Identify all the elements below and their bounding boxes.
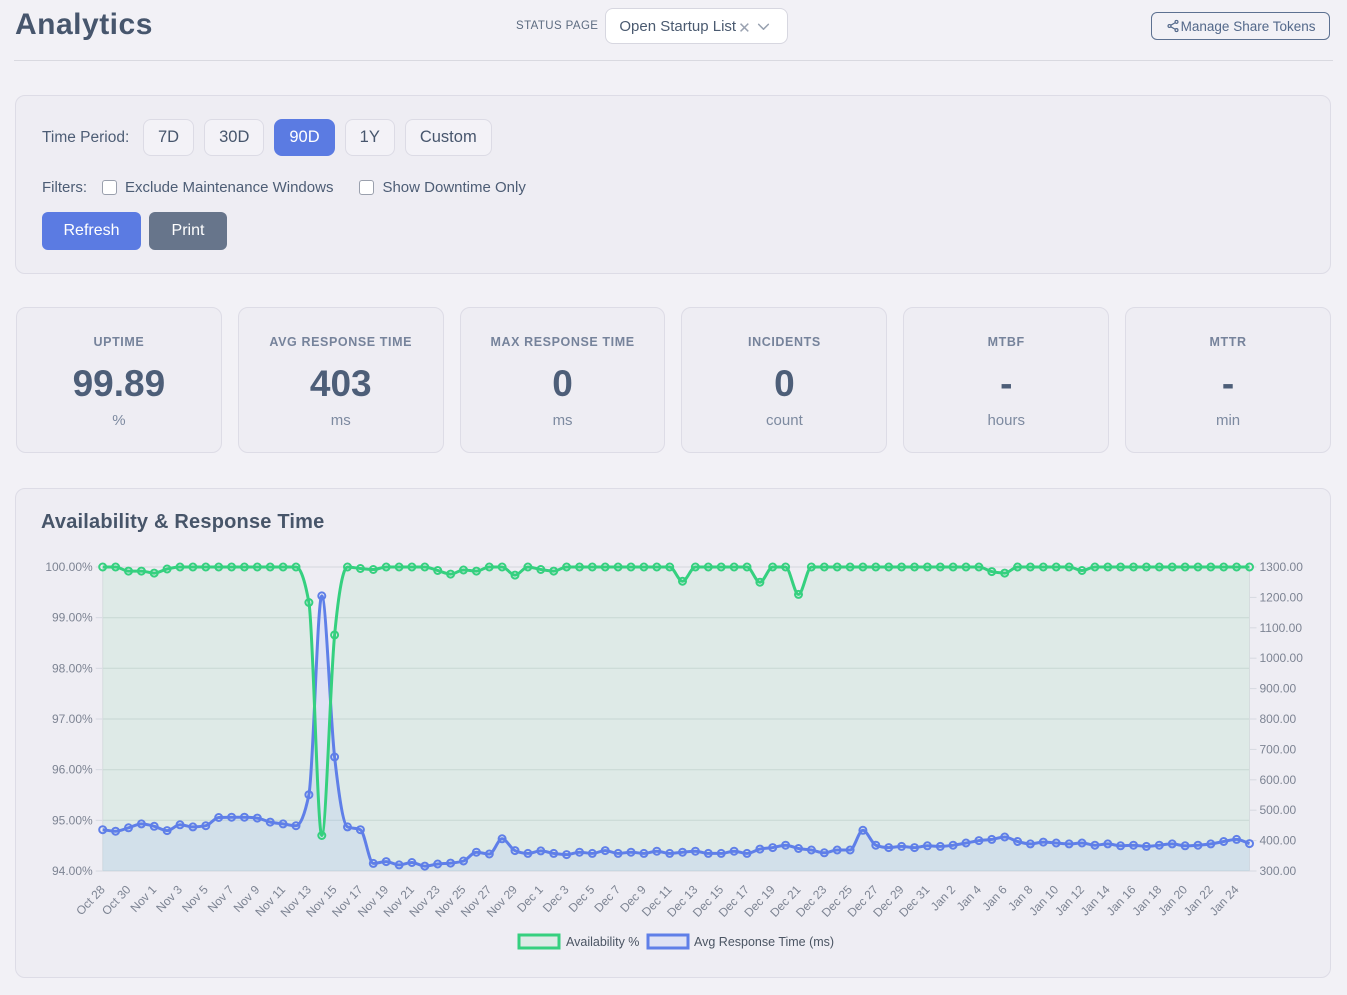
- svg-text:Dec 7: Dec 7: [591, 882, 623, 915]
- svg-text:Dec 1: Dec 1: [514, 882, 546, 915]
- svg-text:Jan 4: Jan 4: [954, 882, 985, 913]
- svg-text:100.00%: 100.00%: [45, 560, 93, 574]
- svg-text:Nov 1: Nov 1: [128, 882, 160, 915]
- svg-text:Jan 24: Jan 24: [1207, 882, 1242, 918]
- svg-text:Nov 5: Nov 5: [179, 882, 211, 915]
- svg-text:Dec 5: Dec 5: [566, 882, 598, 915]
- svg-text:700.00: 700.00: [1260, 742, 1297, 756]
- svg-text:97.00%: 97.00%: [52, 712, 93, 726]
- svg-text:Avg Response Time (ms): Avg Response Time (ms): [694, 935, 834, 949]
- svg-text:Nov 3: Nov 3: [153, 882, 185, 915]
- svg-text:Jan 2: Jan 2: [928, 882, 959, 913]
- svg-text:Jan 6: Jan 6: [979, 882, 1010, 913]
- svg-text:1300.00: 1300.00: [1260, 560, 1304, 574]
- svg-text:600.00: 600.00: [1260, 773, 1297, 787]
- svg-text:300.00: 300.00: [1260, 864, 1297, 878]
- svg-text:98.00%: 98.00%: [52, 661, 93, 675]
- svg-text:Dec 3: Dec 3: [540, 882, 572, 915]
- svg-text:1000.00: 1000.00: [1260, 651, 1304, 665]
- svg-text:Oct 30: Oct 30: [99, 882, 134, 918]
- svg-text:1200.00: 1200.00: [1260, 590, 1304, 604]
- svg-text:Nov 7: Nov 7: [205, 882, 237, 915]
- svg-text:900.00: 900.00: [1260, 682, 1297, 696]
- svg-text:1100.00: 1100.00: [1260, 621, 1303, 635]
- svg-text:500.00: 500.00: [1260, 803, 1297, 817]
- svg-text:94.00%: 94.00%: [52, 864, 93, 878]
- svg-text:99.00%: 99.00%: [52, 611, 93, 625]
- svg-text:400.00: 400.00: [1260, 834, 1297, 848]
- svg-text:800.00: 800.00: [1260, 712, 1297, 726]
- svg-text:Availability %: Availability %: [566, 935, 639, 949]
- svg-text:95.00%: 95.00%: [52, 813, 93, 827]
- svg-text:96.00%: 96.00%: [52, 763, 93, 777]
